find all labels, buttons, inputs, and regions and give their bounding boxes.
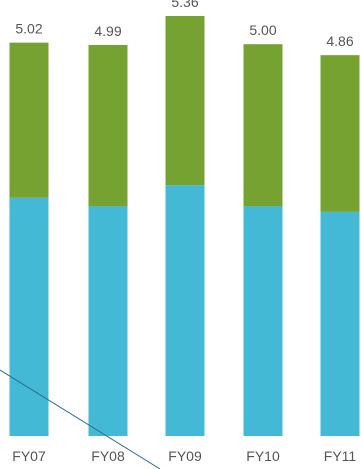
total-label-fy10: 5.00: [249, 22, 276, 38]
bar-segment-fy10-upper: [243, 44, 283, 207]
bar-segment-fy10-lower: [243, 206, 283, 436]
total-label-fy08: 4.99: [94, 23, 121, 39]
bar-segment-fy09-lower: [165, 185, 205, 436]
bar-segment-fy09-upper: [165, 15, 205, 186]
decorative-diagonal-line: [0, 369, 161, 469]
x-tick-fy07: FY07: [12, 448, 46, 464]
x-tick-fy08: FY08: [91, 448, 125, 464]
x-tick-fy11: FY11: [324, 448, 357, 464]
bar-segment-fy11-upper: [320, 55, 360, 212]
total-labels-layer: 5.02 4.99 5.36 5.00 4.86: [15, 0, 353, 49]
bar-segment-fy07-lower: [9, 197, 49, 436]
total-label-fy09: 5.36: [171, 0, 198, 10]
bars-layer: [9, 15, 360, 436]
bar-segment-fy11-lower: [320, 211, 360, 436]
x-tick-fy09: FY09: [168, 448, 202, 464]
total-label-fy07: 5.02: [15, 21, 42, 37]
total-label-fy11: 4.86: [326, 33, 353, 49]
x-tick-fy10: FY10: [246, 448, 280, 464]
bar-segment-fy08-upper: [88, 44, 128, 207]
bar-segment-fy08-lower: [88, 206, 128, 436]
bar-segment-fy07-upper: [9, 42, 49, 198]
x-axis-tick-labels: FY07 FY08 FY09 FY10 FY11: [12, 448, 356, 464]
